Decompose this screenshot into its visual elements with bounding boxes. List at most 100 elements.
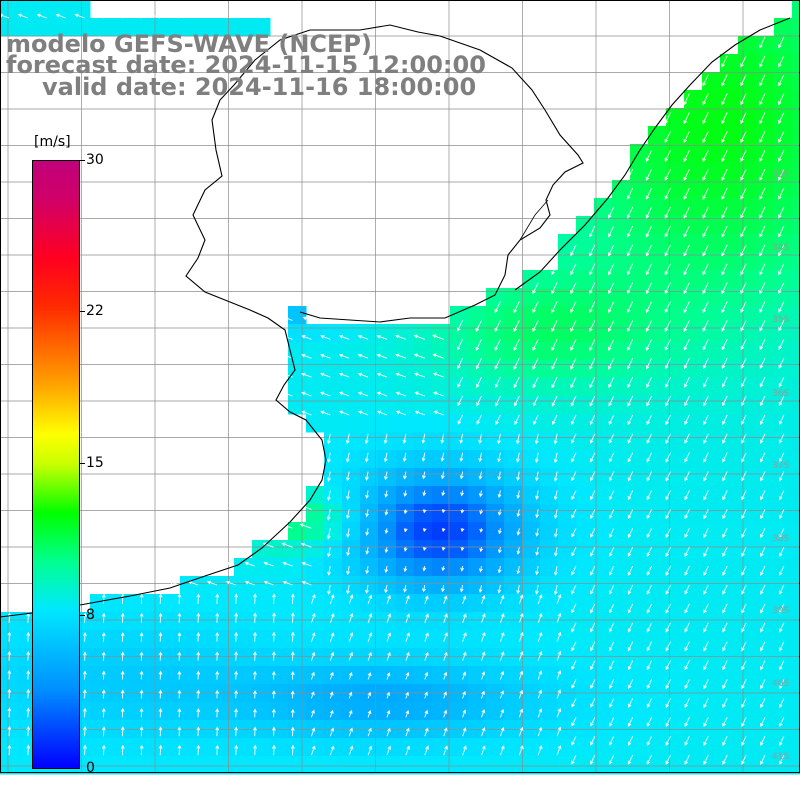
- wind-arrow: [327, 452, 331, 464]
- wind-arrow: [627, 547, 634, 557]
- wind-speed-cell: [486, 288, 505, 307]
- colorbar-tick-mark: [79, 311, 85, 312]
- wind-arrow: [607, 206, 615, 219]
- wind-speed-cell: [288, 576, 307, 595]
- wind-arrow: [759, 414, 766, 425]
- wind-speed-cell: [684, 522, 703, 541]
- wind-arrow: [206, 580, 218, 586]
- wind-arrow: [494, 376, 501, 389]
- wind-speed-cell: [432, 504, 451, 523]
- wind-speed-cell: [792, 630, 800, 649]
- wind-speed-cell: [774, 342, 793, 361]
- wind-speed-cell: [522, 270, 541, 289]
- wind-arrow: [253, 726, 257, 737]
- wind-speed-cell: [666, 216, 685, 235]
- wind-speed-cell: [594, 540, 613, 559]
- wind-arrow: [571, 433, 577, 444]
- wind-speed-cell: [342, 450, 361, 469]
- wind-arrow: [225, 561, 236, 567]
- wind-speed-cell: [108, 666, 127, 685]
- wind-arrow: [645, 187, 653, 200]
- wind-speed-cell: [684, 108, 703, 127]
- wind-arrow: [779, 679, 785, 690]
- wind-arrow: [215, 726, 220, 737]
- wind-speed-cell: [504, 702, 523, 721]
- wind-speed-cell: [216, 666, 235, 685]
- wind-arrow: [590, 660, 596, 671]
- wind-arrow: [367, 651, 372, 661]
- wind-speed-cell: [216, 756, 235, 775]
- wind-arrow: [721, 187, 728, 200]
- wind-arrow: [7, 650, 12, 661]
- wind-speed-cell: [324, 540, 343, 559]
- wind-speed-cell: [288, 324, 307, 343]
- wind-speed-cell: [468, 540, 487, 559]
- wind-speed-cell: [702, 576, 721, 595]
- wind-speed-cell: [360, 576, 379, 595]
- wind-arrow: [702, 320, 709, 332]
- wind-arrow: [518, 631, 524, 642]
- wind-speed-cell: [702, 126, 721, 145]
- wind-arrow: [537, 594, 543, 605]
- wind-speed-cell: [468, 432, 487, 451]
- wind-arrow: [760, 736, 766, 746]
- wind-arrow: [139, 632, 144, 642]
- wind-arrow: [424, 613, 429, 623]
- wind-arrow: [263, 580, 274, 586]
- wind-arrow: [684, 622, 690, 633]
- wind-speed-cell: [792, 234, 800, 253]
- wind-speed-cell: [306, 522, 325, 541]
- wind-speed-cell: [180, 702, 199, 721]
- wind-speed-cell: [756, 72, 775, 91]
- wind-arrow: [607, 358, 615, 370]
- wind-arrow: [626, 206, 634, 219]
- wind-arrow: [721, 150, 728, 162]
- wind-speed-cell: [774, 198, 793, 217]
- wind-speed-cell: [630, 558, 649, 577]
- wind-speed-cell: [594, 360, 613, 379]
- wind-arrow: [778, 376, 785, 388]
- wind-arrow: [589, 339, 596, 351]
- wind-speed-cell: [612, 288, 631, 307]
- wind-arrow: [424, 651, 429, 661]
- wind-speed-cell: [396, 594, 415, 613]
- wind-arrow: [607, 282, 615, 295]
- wind-speed-cell: [756, 468, 775, 487]
- wind-arrow: [722, 622, 728, 633]
- wind-arrow: [516, 452, 520, 463]
- wind-speed-cell: [144, 630, 163, 649]
- wind-speed-cell: [306, 396, 325, 415]
- wind-arrow: [499, 708, 505, 718]
- wind-arrow: [741, 660, 747, 671]
- wind-speed-cell: [738, 126, 757, 145]
- wind-arrow: [422, 584, 426, 593]
- wind-arrow: [326, 433, 331, 445]
- wind-speed-cell: [792, 162, 800, 181]
- wind-arrow: [760, 490, 766, 501]
- wind-arrow: [683, 263, 690, 276]
- wind-speed-cell: [504, 558, 523, 577]
- wind-arrow: [253, 690, 257, 699]
- wind-arrow: [537, 745, 543, 756]
- wind-arrow: [626, 320, 634, 333]
- wind-speed-cell: [144, 612, 163, 631]
- wind-speed-cell: [594, 450, 613, 469]
- wind-arrow: [494, 320, 501, 333]
- wind-speed-cell: [486, 324, 505, 343]
- wind-speed-cell: [792, 324, 800, 343]
- wind-speed-cell: [450, 666, 469, 685]
- wind-arrow: [131, 13, 142, 19]
- wind-arrow: [684, 433, 690, 444]
- wind-arrow: [384, 490, 389, 498]
- map-title-forecast-date: forecast date: 2024-11-15 12:00:00: [6, 51, 486, 79]
- wind-arrow: [590, 698, 596, 708]
- wind-speed-cell: [576, 576, 595, 595]
- wind-speed-cell: [504, 540, 523, 559]
- wind-arrow: [7, 688, 12, 699]
- wind-arrow: [422, 566, 427, 572]
- wind-speed-cell: [522, 702, 541, 721]
- wind-speed-cell: [612, 216, 631, 235]
- wind-arrow: [760, 547, 766, 557]
- wind-speed-cell: [288, 648, 307, 667]
- wind-arrow: [345, 452, 350, 463]
